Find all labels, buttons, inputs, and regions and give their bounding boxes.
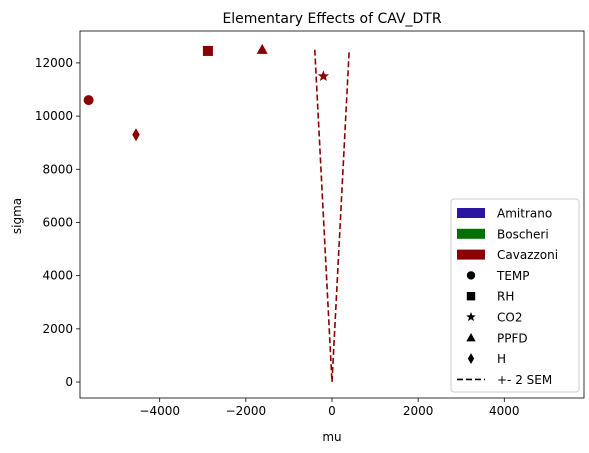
point-co2 <box>317 70 330 82</box>
y-tick-label: 6000 <box>42 215 73 229</box>
point-temp <box>83 95 94 106</box>
legend-label: Boscheri <box>497 227 549 241</box>
legend-marker-rh <box>466 292 476 301</box>
legend: Amitrano Boscheri Cavazzoni TEMP RH CO2 PPFD H +… <box>450 198 580 393</box>
x-tick-label: 0 <box>328 404 336 418</box>
legend-frame <box>450 198 580 393</box>
x-tick-label: −4000 <box>139 404 180 418</box>
legend-label: TEMP <box>496 269 530 283</box>
legend-label: H <box>497 352 506 366</box>
x-axis-label: mu <box>322 430 341 444</box>
point-rh <box>202 45 213 56</box>
x-tick-label: 4000 <box>489 404 520 418</box>
chart-title: Elementary Effects of CAV_DTR <box>222 11 441 27</box>
y-tick-label: 10000 <box>35 109 73 123</box>
y-tick-label: 4000 <box>42 269 73 283</box>
legend-label: Cavazzoni <box>497 248 558 262</box>
legend-patch-boscheri <box>457 228 485 239</box>
legend-marker-ppfd <box>466 332 476 342</box>
legend-label: +- 2 SEM <box>497 373 552 387</box>
plot-area: −4000 −2000 0 2000 4000 0 2000 4000 6000 8000 1000… <box>35 30 585 418</box>
legend-label: RH <box>497 290 514 304</box>
point-h <box>132 128 140 142</box>
legend-label: CO2 <box>497 311 522 325</box>
legend-marker-h <box>467 353 475 365</box>
x-tick-label: 2000 <box>403 404 434 418</box>
legend-patch-cavazzoni <box>457 249 485 260</box>
sem-line <box>313 49 351 383</box>
legend-label: Amitrano <box>497 207 552 221</box>
legend-marker-co2 <box>466 311 476 322</box>
point-ppfd <box>256 43 268 54</box>
y-tick-label: 8000 <box>42 162 73 176</box>
legend-marker-temp <box>466 271 476 280</box>
y-tick-label: 12000 <box>35 56 73 70</box>
y-axis-label: sigma <box>10 198 24 234</box>
legend-patch-amitrano <box>457 208 485 218</box>
legend-label: PPFD <box>497 331 528 345</box>
y-tick-label: 2000 <box>42 322 73 336</box>
y-tick-label: 0 <box>65 375 73 389</box>
x-tick-label: −2000 <box>226 404 267 418</box>
